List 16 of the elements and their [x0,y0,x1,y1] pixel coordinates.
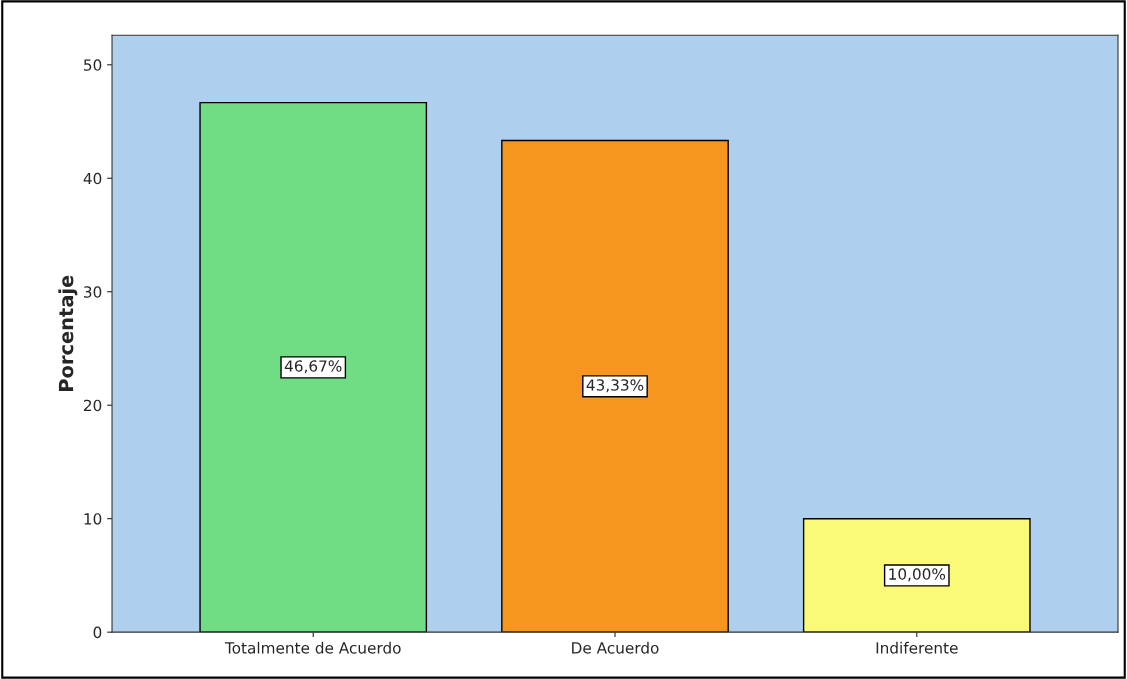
bar [199,101,428,633]
data-label: 46,67% [284,360,342,374]
x-tick-label: De Acuerdo [572,641,659,654]
bar [501,139,729,633]
y-tick-label: 40 [83,172,102,185]
y-tick-label: 0 [93,626,102,639]
y-axis-title: Porcentaje [58,275,78,391]
y-tick-label: 50 [84,59,102,71]
x-tick-label: Indiferente [876,641,958,654]
y-tick-label: 20 [83,399,102,412]
data-label: 10,00% [889,568,946,582]
x-tick-label: Totalmente de Acuerdo [224,641,401,654]
bar [802,517,1031,633]
y-tick-label: 30 [84,286,102,298]
y-tick-label: 10 [84,513,102,525]
data-label: 43,33% [586,379,644,393]
